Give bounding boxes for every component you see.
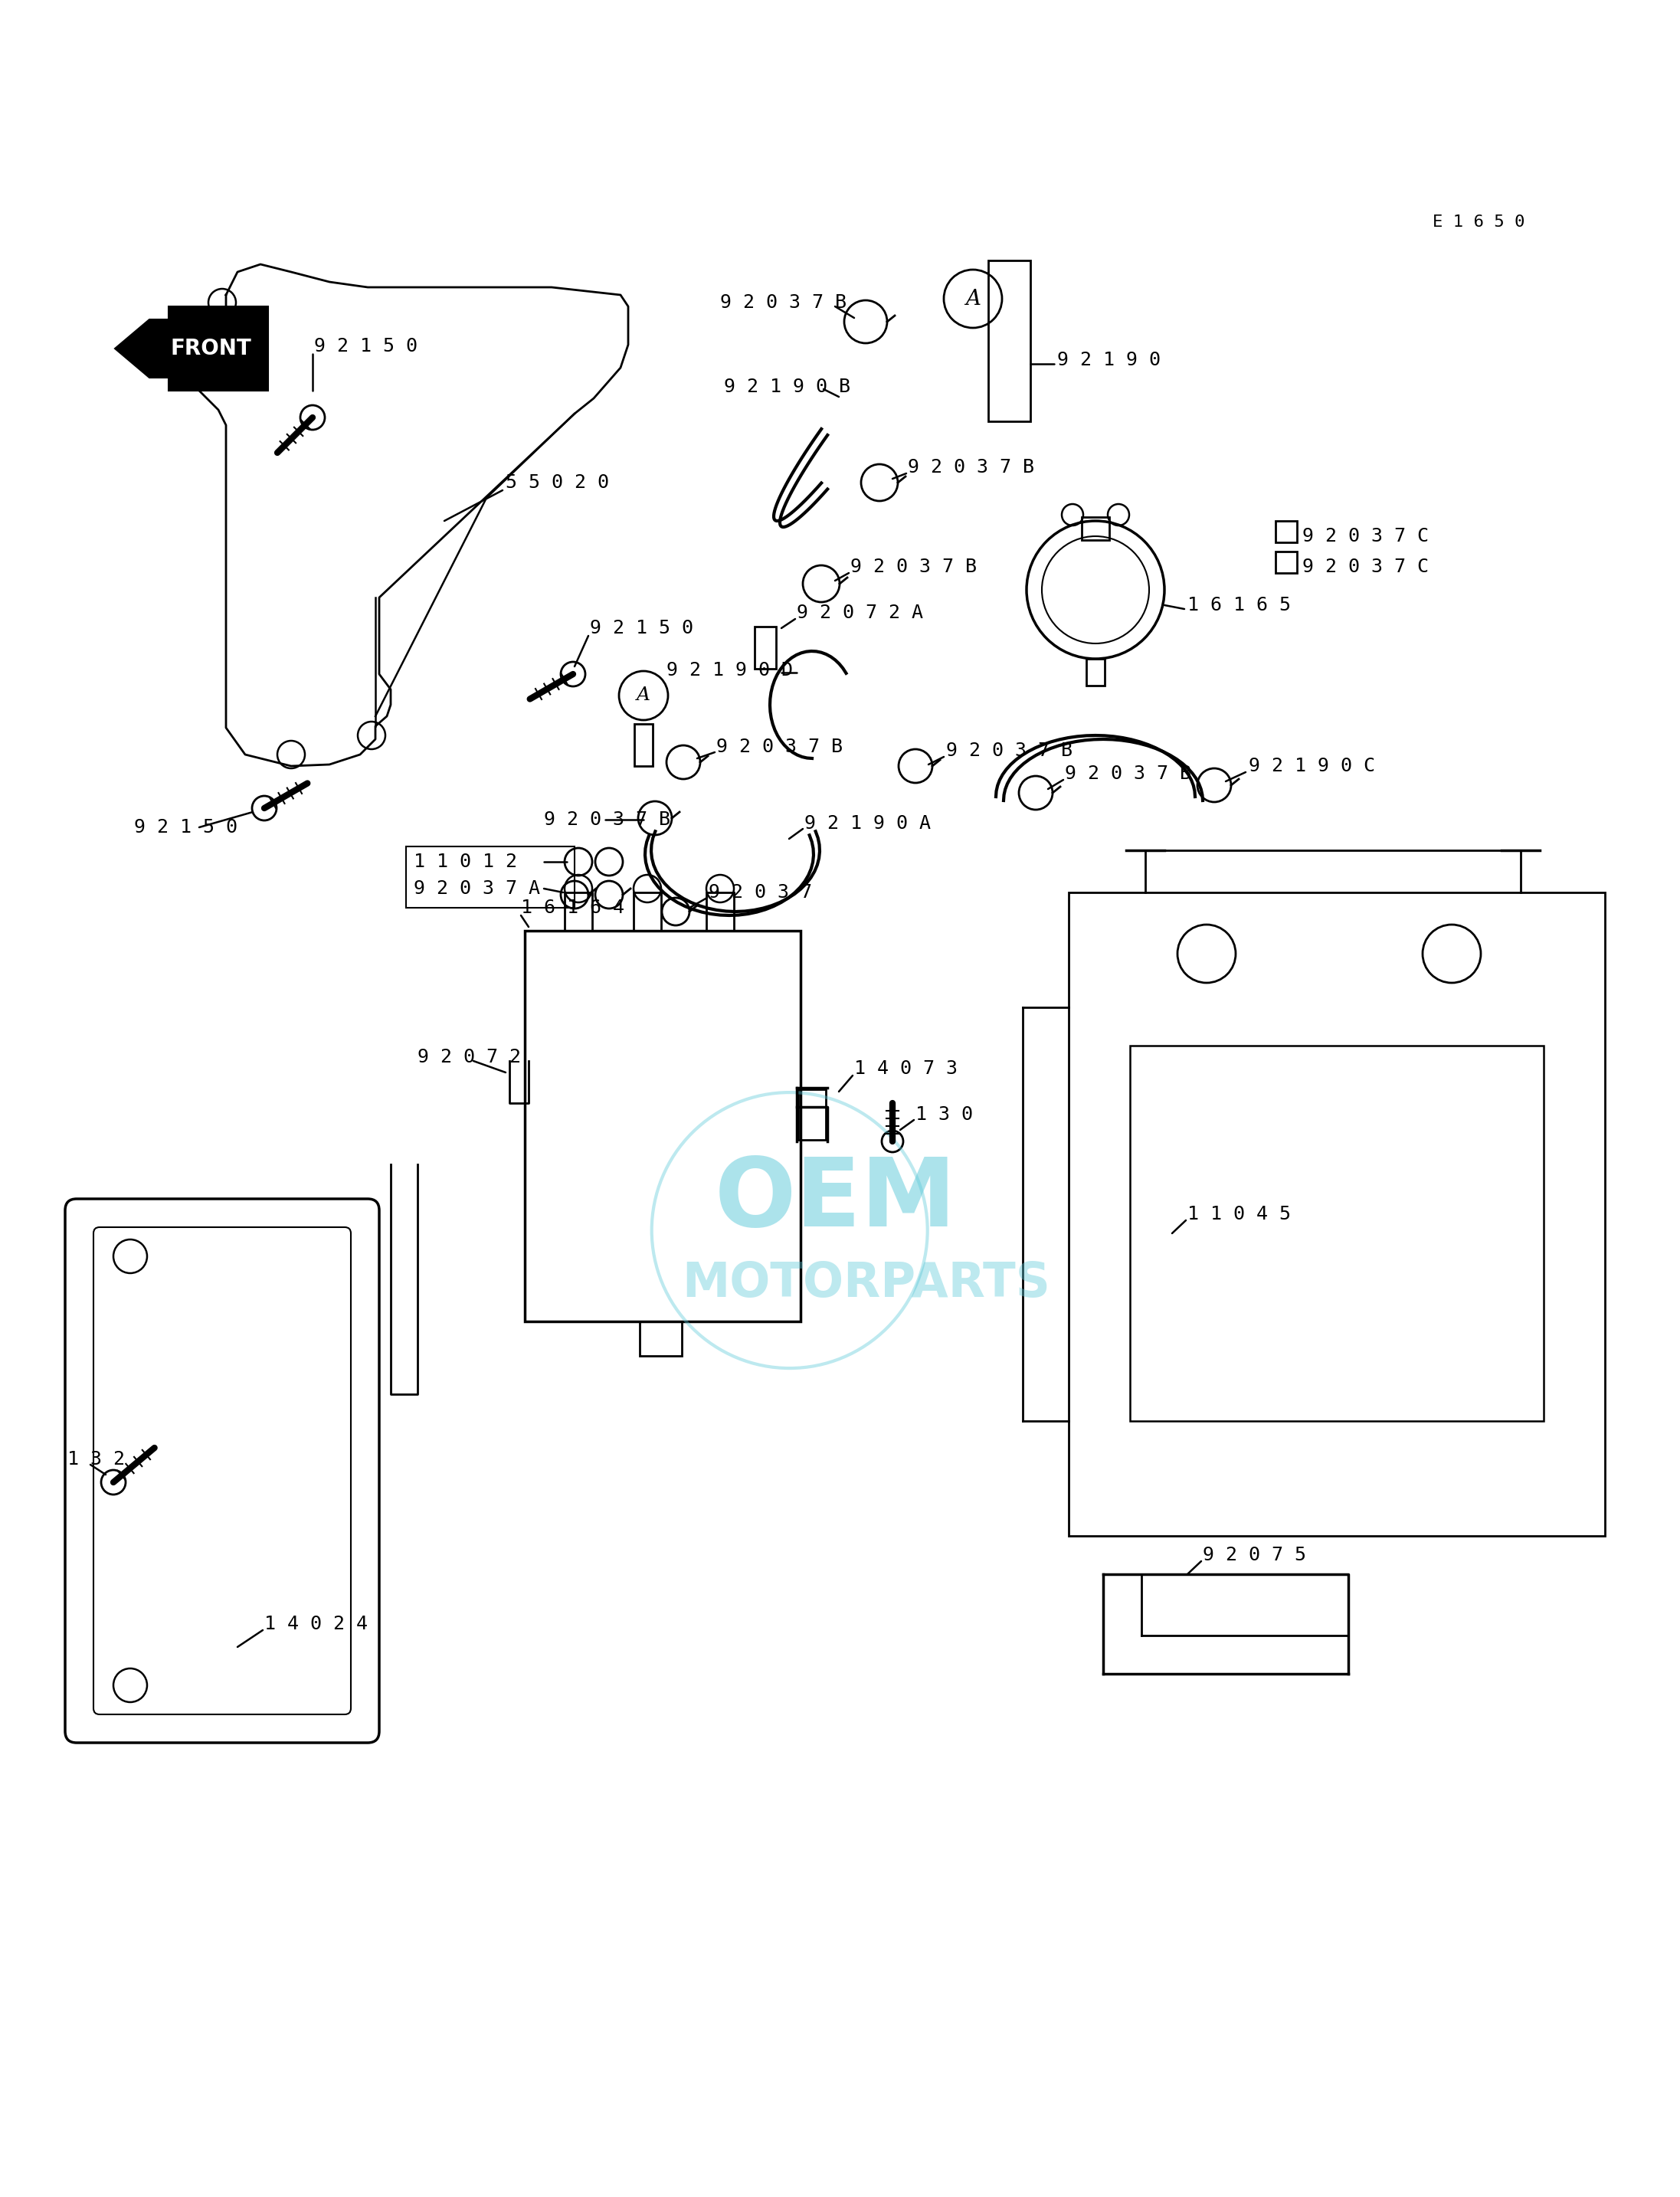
Text: 9 2 0 7 2 A: 9 2 0 7 2 A bbox=[796, 604, 922, 622]
Text: 9 2 1 9 0 D: 9 2 1 9 0 D bbox=[667, 661, 793, 679]
Bar bbox=[635, 723, 654, 767]
Text: 9 2 0 3 7 C: 9 2 0 3 7 C bbox=[1302, 527, 1428, 545]
Text: OEM: OEM bbox=[714, 1153, 956, 1246]
Text: 5 5 0 2 0: 5 5 0 2 0 bbox=[506, 472, 610, 492]
Text: 9 2 1 9 0 A: 9 2 1 9 0 A bbox=[805, 815, 931, 833]
Text: 9 2 0 3 7 B: 9 2 0 3 7 B bbox=[850, 558, 976, 576]
Bar bbox=[1131, 1046, 1544, 1421]
Text: FRONT: FRONT bbox=[170, 338, 252, 360]
Text: 9 2 1 5 0: 9 2 1 5 0 bbox=[590, 620, 694, 637]
Bar bbox=[1275, 521, 1297, 543]
Text: 9 2 0 3 7 B: 9 2 0 3 7 B bbox=[907, 459, 1035, 477]
Text: 9 2 0 3 7 B: 9 2 0 3 7 B bbox=[716, 738, 843, 756]
Text: 1 4 0 7 3: 1 4 0 7 3 bbox=[853, 1059, 958, 1079]
Text: 1 4 0 2 4: 1 4 0 2 4 bbox=[264, 1615, 368, 1632]
Bar bbox=[1275, 551, 1297, 573]
Polygon shape bbox=[114, 305, 269, 391]
Bar bbox=[407, 846, 575, 907]
Text: 9 2 0 7 2: 9 2 0 7 2 bbox=[418, 1048, 521, 1066]
Text: 1 6 1 6 5: 1 6 1 6 5 bbox=[1188, 595, 1290, 615]
Text: 9 2 0 7 5: 9 2 0 7 5 bbox=[1203, 1547, 1305, 1564]
Bar bbox=[798, 1090, 827, 1140]
Text: 1 3 0: 1 3 0 bbox=[916, 1105, 973, 1125]
Text: 1 3 2: 1 3 2 bbox=[67, 1450, 124, 1468]
Text: 9 2 1 9 0: 9 2 1 9 0 bbox=[1057, 352, 1161, 369]
Text: 9 2 0 3 7 A: 9 2 0 3 7 A bbox=[413, 879, 539, 899]
Bar bbox=[640, 1320, 682, 1356]
Text: A: A bbox=[637, 688, 650, 705]
Text: 9 2 0 3 7 B: 9 2 0 3 7 B bbox=[946, 743, 1072, 760]
Text: 9 2 1 9 0 C: 9 2 1 9 0 C bbox=[1248, 756, 1376, 776]
Text: 9 2 0 3 7 C: 9 2 0 3 7 C bbox=[1302, 558, 1428, 576]
Text: MOTORPARTS: MOTORPARTS bbox=[682, 1261, 1050, 1307]
Text: A: A bbox=[966, 288, 981, 310]
Text: 9 2 0 3 7: 9 2 0 3 7 bbox=[709, 883, 811, 901]
Text: 9 2 1 5 0: 9 2 1 5 0 bbox=[134, 817, 237, 837]
Bar bbox=[754, 626, 776, 668]
Text: 9 2 0 3 7 B: 9 2 0 3 7 B bbox=[721, 294, 847, 312]
Bar bbox=[706, 892, 734, 932]
Bar bbox=[564, 892, 591, 932]
Bar bbox=[633, 892, 662, 932]
Bar bbox=[988, 261, 1030, 422]
Bar bbox=[1082, 516, 1109, 540]
Bar bbox=[1068, 892, 1604, 1536]
Text: 9 2 0 3 7 B: 9 2 0 3 7 B bbox=[544, 811, 670, 828]
Bar bbox=[1087, 659, 1105, 685]
Text: E 1 6 5 0: E 1 6 5 0 bbox=[1433, 215, 1525, 231]
Text: 9 2 1 5 0: 9 2 1 5 0 bbox=[314, 336, 418, 356]
Bar bbox=[524, 932, 801, 1320]
Text: 9 2 1 9 0 B: 9 2 1 9 0 B bbox=[724, 378, 850, 395]
Text: 1 1 0 1 2: 1 1 0 1 2 bbox=[413, 852, 517, 870]
Text: 1 1 0 4 5: 1 1 0 4 5 bbox=[1188, 1204, 1290, 1224]
Text: 1 6 1 6 4: 1 6 1 6 4 bbox=[521, 899, 625, 916]
Text: 9 2 0 3 7 B: 9 2 0 3 7 B bbox=[1065, 765, 1191, 782]
